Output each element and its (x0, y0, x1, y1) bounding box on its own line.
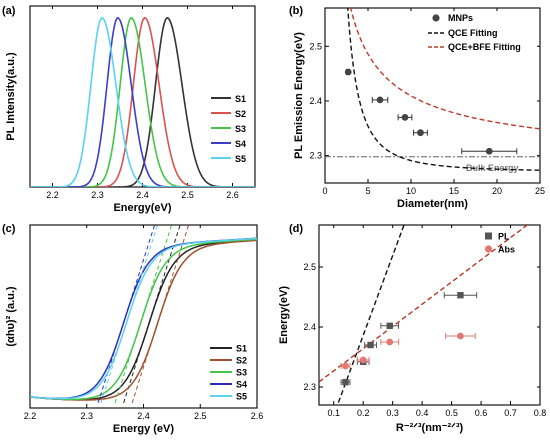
data-point (485, 147, 493, 155)
data-point-abs (359, 356, 367, 364)
legend-label: S4 (235, 139, 246, 149)
legend-marker-abs (484, 245, 493, 253)
x-tick-label: 15 (449, 186, 459, 196)
x-tick-label: 2.2 (46, 190, 59, 200)
legend-label: S3 (235, 124, 246, 134)
y-tick-label: 2.3 (303, 382, 316, 392)
y-tick-label: 2.5 (309, 41, 322, 51)
panel-letter: (b) (289, 5, 303, 17)
plot-frame (324, 7, 541, 184)
x-tick-label: 0.1 (327, 408, 340, 418)
x-tick-label: 0.7 (504, 408, 517, 418)
absorption-line-s4 (30, 237, 257, 400)
x-tick-label: 0.6 (475, 408, 488, 418)
x-tick-label: 0.2 (357, 408, 370, 418)
x-tick-label: 2.3 (91, 190, 104, 200)
panel-letter: (a) (2, 5, 16, 17)
legend-label: S5 (236, 392, 247, 402)
legend-label: QCE Fitting (448, 28, 498, 38)
x-tick-label: 0.5 (445, 408, 458, 418)
x-tick-label: 2.5 (194, 411, 207, 421)
fit-line-abs (319, 225, 529, 383)
qce-fit-line (347, 8, 540, 171)
x-tick-label: 2.6 (251, 411, 264, 421)
x-axis-label: R⁻²ᐟ³(nm⁻²ᐟ³) (396, 422, 464, 434)
y-axis-label: Energy(eV) (278, 286, 290, 344)
legend-label: S3 (236, 368, 247, 378)
spectrum-line-s5 (30, 16, 255, 187)
spectrum-line-s2 (30, 16, 255, 187)
legend-marker-pl (485, 232, 492, 240)
data-point-abs (342, 362, 349, 370)
data-point-pl (342, 379, 349, 386)
x-tick-label: 0.4 (416, 408, 429, 418)
x-tick-label: 2.6 (226, 190, 239, 200)
y-axis-label: PL Emission Energy(eV) (293, 32, 305, 159)
spectrum-line-s3 (30, 16, 255, 187)
x-tick-label: 0 (322, 186, 327, 196)
data-point-abs (457, 332, 464, 340)
x-tick-label: 0.8 (534, 408, 547, 418)
data-point (401, 113, 409, 121)
x-tick-label: 2.4 (136, 190, 149, 200)
data-point-pl (367, 341, 374, 349)
bulk-energy-label: Bulk Energy (466, 163, 519, 173)
y-axis-label: (αhυ)² (a.u.) (5, 286, 17, 347)
legend-marker-mnps (432, 14, 440, 22)
data-point-pl (457, 292, 464, 299)
panel-letter: (c) (2, 223, 16, 235)
x-tick-label: 2.4 (137, 411, 150, 421)
data-point-pl (386, 322, 393, 329)
y-tick-label: 2.5 (303, 262, 316, 272)
x-tick-label: 5 (365, 186, 370, 196)
tangent-line-s2 (131, 225, 190, 404)
legend-label: PL (498, 232, 510, 242)
x-tick-label: 20 (492, 186, 502, 196)
tangent-line-s3 (114, 225, 173, 404)
legend-label: QCE+BFE Fitting (448, 42, 521, 52)
qce-bfe-fit-line (349, 8, 540, 130)
plot-frame (29, 224, 258, 409)
data-point (344, 68, 352, 76)
x-axis-label: Diameter(nm) (397, 198, 468, 210)
tangent-line-s5 (100, 225, 158, 404)
spectrum-line-s4 (30, 16, 255, 187)
legend-label: MNPs (448, 13, 473, 23)
absorption-line-s1 (30, 239, 257, 401)
x-tick-label: 2.2 (24, 411, 37, 421)
legend-label: S2 (236, 356, 247, 366)
plot-frame (318, 224, 541, 406)
data-point-abs (386, 338, 394, 346)
legend-label: S4 (236, 380, 247, 390)
spectrum-line-s1 (30, 16, 255, 187)
x-tick-label: 25 (535, 186, 545, 196)
legend-label: S1 (236, 344, 247, 354)
data-point (417, 129, 424, 137)
legend-label: S1 (235, 94, 246, 104)
absorption-line-s5 (30, 237, 257, 400)
plot-frame (29, 5, 256, 188)
x-tick-label: 10 (406, 186, 416, 196)
x-tick-label: 0.3 (386, 408, 399, 418)
legend-label: S5 (235, 154, 246, 164)
x-tick-label: 2.3 (80, 411, 93, 421)
absorption-line-s3 (30, 238, 257, 401)
y-tick-label: 2.4 (303, 322, 316, 332)
absorption-line-s2 (30, 239, 257, 401)
fit-line-pl (336, 225, 405, 405)
tangent-line-s1 (123, 225, 181, 404)
x-tick-label: 2.5 (181, 190, 194, 200)
x-axis-label: Energy (eV) (113, 423, 174, 435)
y-axis-label: PL Intensity(a.u.) (5, 52, 17, 141)
tangent-line-s4 (97, 225, 156, 404)
y-tick-label: 2.4 (309, 96, 322, 106)
data-point (376, 96, 384, 104)
legend-label: S2 (235, 109, 246, 119)
panel-letter: (d) (289, 223, 303, 235)
y-tick-label: 2.3 (309, 151, 322, 161)
legend-label: Abs (498, 245, 515, 255)
x-axis-label: Energy(eV) (113, 202, 171, 214)
